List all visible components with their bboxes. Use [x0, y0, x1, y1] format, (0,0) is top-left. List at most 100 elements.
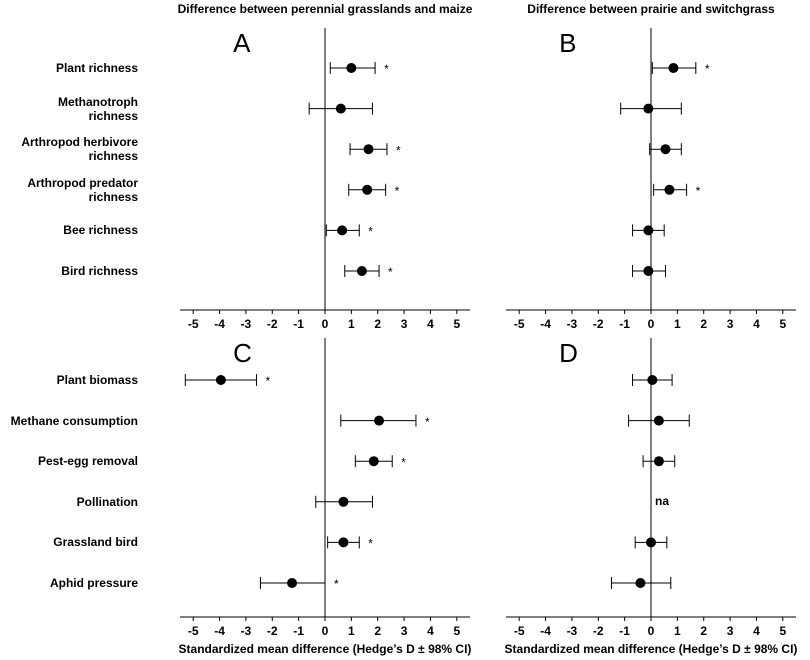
x-tick-label: 4 — [753, 624, 760, 638]
x-tick-label: 1 — [674, 317, 681, 331]
x-axis-label: Standardized mean difference (Hedge’s D … — [179, 642, 472, 656]
significance-mark: * — [265, 374, 270, 388]
x-tick-label: -4 — [214, 317, 225, 331]
estimate-point — [653, 456, 664, 467]
x-tick-label: 1 — [674, 624, 681, 638]
x-tick-label: -1 — [293, 624, 304, 638]
estimate-point — [643, 266, 654, 276]
x-tick-label: -1 — [619, 624, 630, 638]
category-label: Aphid pressure — [49, 576, 138, 590]
x-tick-label: 3 — [401, 317, 408, 331]
category-label: Pest-egg removal — [37, 454, 138, 469]
category-label: Grassland bird — [53, 535, 138, 550]
category-label: Bee richness — [63, 223, 138, 238]
panel-letter: B — [559, 28, 576, 58]
significance-mark: * — [368, 225, 373, 239]
x-tick-label: -5 — [188, 317, 199, 331]
panel-letter: C — [233, 338, 252, 368]
x-tick-label: -2 — [593, 624, 604, 638]
x-tick-label: 2 — [374, 624, 381, 638]
estimate-point — [337, 225, 348, 236]
estimate-point — [356, 266, 367, 276]
estimate-point — [668, 63, 679, 73]
x-tick-label: 0 — [648, 317, 655, 331]
significance-mark: * — [396, 143, 401, 157]
estimate-point — [346, 63, 357, 73]
x-tick-label: -4 — [540, 317, 551, 331]
estimate-point — [335, 103, 346, 114]
estimate-point — [374, 415, 385, 426]
x-tick-label: 0 — [322, 624, 329, 638]
significance-mark: * — [705, 62, 710, 76]
category-label: Plant biomass — [56, 373, 138, 387]
x-tick-label: 3 — [727, 624, 734, 638]
x-tick-label: -5 — [188, 624, 199, 638]
x-tick-label: 4 — [427, 624, 434, 638]
panel-letter: A — [233, 28, 251, 58]
x-tick-label: -2 — [267, 624, 278, 638]
x-tick-label: -4 — [214, 624, 225, 638]
significance-mark: * — [334, 577, 339, 591]
x-tick-label: 2 — [374, 317, 381, 331]
x-tick-label: 4 — [753, 317, 760, 331]
significance-mark: * — [696, 184, 701, 198]
x-tick-label: -5 — [514, 317, 525, 331]
x-tick-label: 5 — [779, 624, 786, 638]
category-label: Plant richness — [55, 61, 138, 75]
estimate-point — [368, 456, 379, 467]
x-tick-label: 4 — [427, 317, 434, 331]
significance-mark: * — [425, 415, 430, 429]
x-tick-label: 2 — [700, 624, 707, 638]
x-tick-label: 1 — [348, 317, 355, 331]
x-tick-label: 1 — [348, 624, 355, 638]
x-tick-label: 0 — [648, 624, 655, 638]
category-label: Pollination — [76, 494, 138, 509]
estimate-point — [215, 375, 226, 385]
value-label: na — [655, 494, 669, 508]
estimate-point — [653, 415, 664, 426]
x-tick-label: -1 — [293, 317, 304, 331]
x-tick-label: -3 — [241, 624, 252, 638]
panel-letter: D — [559, 338, 578, 368]
category-label: Methane consumption — [10, 413, 138, 428]
x-tick-label: 3 — [401, 624, 408, 638]
estimate-point — [363, 144, 374, 155]
x-tick-label: -4 — [540, 624, 551, 638]
significance-mark: * — [368, 537, 373, 551]
estimate-point — [646, 537, 656, 548]
estimate-point — [643, 225, 654, 236]
x-tick-label: 0 — [322, 317, 329, 331]
x-tick-label: 5 — [453, 624, 460, 638]
x-tick-label: -5 — [514, 624, 525, 638]
estimate-point — [643, 103, 654, 114]
x-tick-label: 5 — [779, 317, 786, 331]
estimate-point — [338, 496, 349, 507]
significance-mark: * — [388, 265, 393, 279]
x-tick-label: -3 — [241, 317, 252, 331]
estimate-point — [664, 184, 675, 195]
category-label: Arthropod predator richness — [27, 175, 138, 204]
x-tick-label: 2 — [700, 317, 707, 331]
estimate-point — [660, 144, 671, 155]
estimate-point — [287, 578, 298, 588]
x-axis-label: Standardized mean difference (Hedge’s D … — [505, 642, 798, 656]
x-tick-label: -1 — [619, 317, 630, 331]
panel-title: Difference between prairie and switchgra… — [527, 2, 775, 16]
x-tick-label: -3 — [567, 317, 578, 331]
category-label: Arthropod herbivore richness — [21, 135, 138, 164]
significance-mark: * — [384, 62, 389, 76]
x-tick-label: -2 — [267, 317, 278, 331]
significance-mark: * — [395, 184, 400, 198]
estimate-point — [362, 184, 373, 195]
estimate-point — [647, 375, 658, 385]
x-tick-label: -3 — [567, 624, 578, 638]
x-tick-label: 3 — [727, 317, 734, 331]
panel-title: Difference between perennial grasslands … — [178, 2, 473, 16]
estimate-point — [338, 537, 349, 548]
x-tick-label: 5 — [453, 317, 460, 331]
significance-mark: * — [401, 455, 406, 469]
category-label: Methanotroph richness — [58, 94, 138, 123]
x-tick-label: -2 — [593, 317, 604, 331]
